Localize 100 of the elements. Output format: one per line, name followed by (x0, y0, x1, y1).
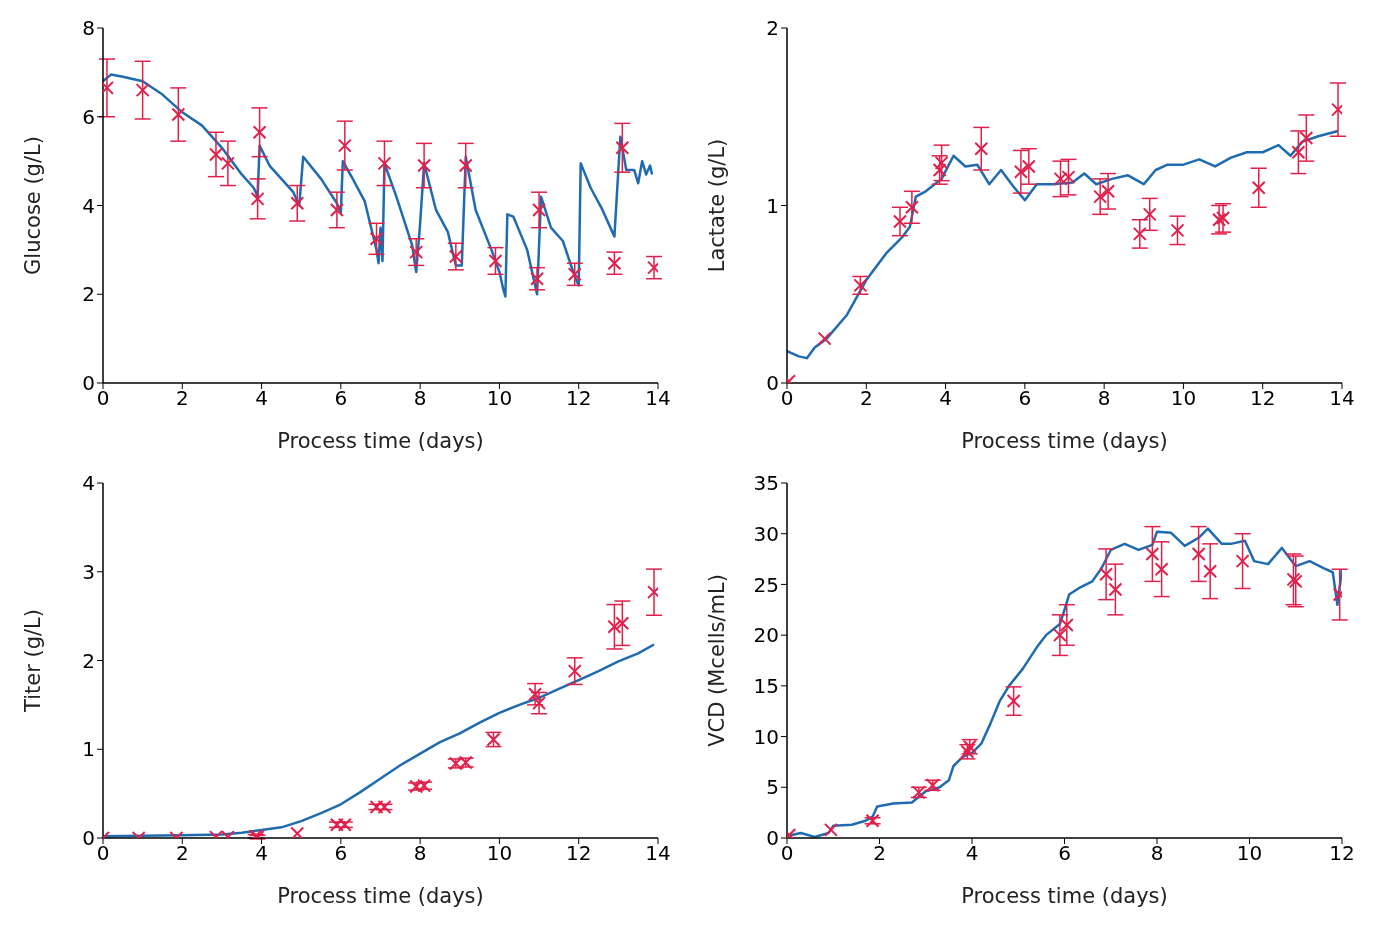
x-tick-label: 8 (413, 841, 427, 866)
y-axis-title: Lactate (g/L) (705, 138, 730, 273)
point (1191, 547, 1206, 561)
point (1216, 210, 1231, 225)
point (528, 687, 543, 702)
point (250, 191, 265, 206)
point (1006, 694, 1021, 709)
y-tick-label: 35 (753, 471, 779, 496)
x-tick-label: 10 (486, 841, 513, 866)
y-tick-label: 1 (766, 193, 779, 218)
point (865, 813, 880, 828)
point (1021, 159, 1036, 174)
x-tick-label: 4 (965, 841, 979, 866)
point (615, 616, 630, 631)
x-tick-label: 14 (645, 386, 671, 411)
y-tick-label: 25 (753, 572, 779, 597)
point (252, 125, 267, 140)
point (1101, 184, 1116, 199)
x-tick-label: 14 (1329, 386, 1355, 411)
point (904, 200, 919, 215)
point (1251, 180, 1266, 195)
point (892, 214, 907, 229)
point (1093, 189, 1108, 204)
point (377, 156, 392, 171)
x-tick-label: 8 (413, 386, 427, 411)
y-axis-title: Titer (g/L) (21, 609, 46, 713)
x-tick-label: 2 (175, 386, 189, 411)
x-tick-label: 6 (334, 841, 348, 866)
x-tick-label: 4 (255, 386, 268, 411)
point (448, 249, 463, 264)
point (530, 271, 545, 286)
point (329, 817, 344, 832)
point (1145, 547, 1160, 561)
point (329, 202, 344, 217)
x-tick-label: 12 (565, 841, 592, 866)
x-tick-label: 12 (1249, 386, 1276, 411)
point (607, 619, 622, 634)
point (458, 158, 473, 173)
x-tick-label: 6 (334, 386, 348, 411)
x-tick-label: 2 (873, 841, 886, 866)
point (615, 140, 630, 155)
y-tick-label: 15 (753, 673, 779, 698)
line-series (787, 129, 1340, 360)
x-tick-label: 12 (1329, 841, 1355, 866)
y-axis-title: VCD (Mcells/mL) (705, 574, 730, 747)
point (934, 155, 949, 170)
x-axis-title: Process time (days) (277, 884, 484, 908)
point (1013, 164, 1028, 179)
x-tick-label: 8 (1097, 386, 1111, 411)
point (417, 158, 432, 173)
y-tick-label: 20 (753, 623, 779, 648)
y-tick-label: 5 (766, 775, 779, 800)
x-tick-label: 10 (1236, 841, 1263, 866)
x-tick-label: 2 (175, 841, 189, 866)
y-tick-label: 1 (82, 737, 95, 762)
point (1142, 207, 1157, 222)
point (1108, 582, 1123, 597)
point (290, 826, 305, 838)
point (817, 331, 832, 346)
x-tick-label: 6 (1018, 386, 1032, 411)
y-tick-label: 2 (82, 282, 95, 307)
point (1099, 567, 1114, 582)
point (409, 245, 424, 260)
point (1154, 562, 1169, 577)
point (1061, 170, 1076, 185)
y-tick-label: 30 (753, 521, 779, 546)
point (1212, 212, 1227, 227)
y-tick-label: 3 (82, 559, 95, 584)
x-tick-label: 4 (255, 841, 268, 866)
point (1235, 554, 1250, 569)
point (488, 253, 503, 268)
x-tick-label: 10 (1170, 386, 1197, 411)
x-tick-label: 2 (859, 386, 873, 411)
point (1052, 628, 1067, 643)
point (377, 799, 392, 814)
x-tick-label: 10 (486, 386, 513, 411)
point (1170, 223, 1185, 238)
point (567, 267, 582, 282)
point (171, 107, 186, 122)
point (208, 147, 223, 162)
y-tick-label: 6 (82, 104, 95, 129)
point (532, 696, 547, 711)
x-axis-title: Process time (days) (961, 884, 1168, 908)
y-tick-label: 10 (753, 724, 779, 749)
y-tick-label: 2 (82, 648, 95, 673)
x-tick-label: 12 (565, 386, 592, 411)
point (1291, 145, 1306, 160)
point (1203, 564, 1218, 579)
y-tick-label: 2 (766, 16, 779, 41)
x-tick-label: 4 (939, 386, 952, 411)
point (567, 664, 582, 679)
point (369, 231, 384, 246)
point (1053, 171, 1068, 186)
point (932, 163, 947, 177)
x-tick-label: 6 (1058, 841, 1071, 866)
x-axis-title: Process time (days) (277, 429, 484, 453)
point (337, 138, 352, 153)
point (337, 817, 352, 832)
point (135, 83, 150, 98)
y-tick-label: 4 (82, 193, 95, 218)
